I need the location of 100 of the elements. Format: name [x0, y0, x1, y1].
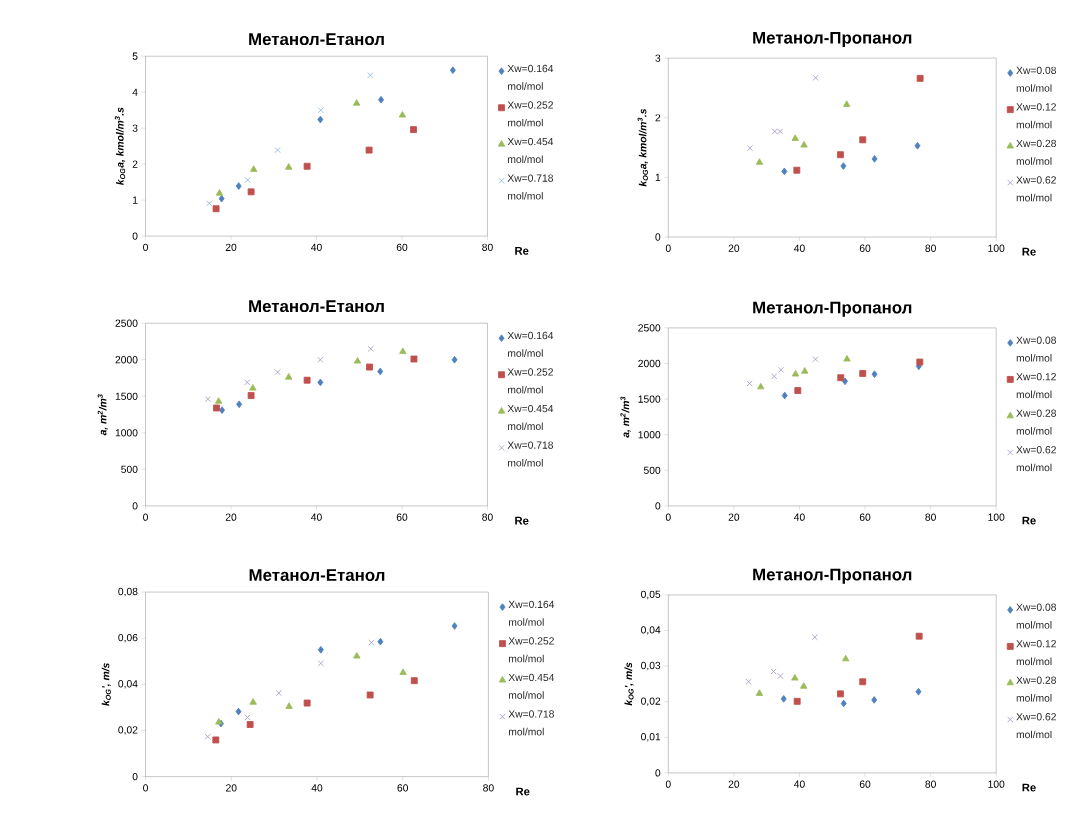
y-tick-label: 0,04: [641, 626, 661, 635]
x-tick-label: 20: [225, 513, 237, 521]
y-tick-label: 1500: [115, 392, 138, 400]
y-tick-label: 500: [121, 465, 138, 473]
legend-label: Xw=0.718 mol/mol: [507, 441, 554, 467]
y-tick-label: 2000: [638, 359, 661, 368]
y-tick-label: 0: [132, 772, 138, 781]
legend-label: Xw=0.28 mol/mol: [1016, 676, 1056, 702]
x-tick-label: 60: [396, 243, 408, 251]
legend-label: Xw=0.12 mol/mol: [1016, 103, 1056, 129]
y-tick-label: 0,01: [641, 732, 661, 742]
legend-label: Xw=0.08 mol/mol: [1016, 603, 1056, 629]
y-tick-label: 5: [132, 52, 138, 60]
y-axis-title: a, m$^{2}$/m$^{3}$: [97, 394, 108, 436]
x-tick-label: 0: [665, 244, 671, 252]
chart-title: Метанол-Пропанол: [753, 31, 912, 47]
y-tick-label: 500: [643, 466, 661, 474]
legend-label: Xw=0.454 mol/mol: [508, 673, 555, 699]
y-tick-label: 0,02: [118, 726, 138, 735]
legend-label: Xw=0.62 mol/mol: [1016, 176, 1056, 202]
x-tick-label: 80: [482, 243, 493, 251]
x-tick-label: 60: [397, 784, 409, 792]
y-axis-title: k$_{OG}$a, kmol/m$^{3}$.s: [637, 108, 648, 187]
y-tick-label: 1000: [115, 429, 138, 437]
y-tick-label: 0: [132, 502, 138, 510]
x-axis-title: Re: [515, 246, 529, 255]
x-tick-label: 60: [859, 780, 871, 788]
x-tick-label: 60: [859, 513, 871, 521]
y-tick-label: 2500: [638, 324, 661, 332]
legend-label: Xw=0.08 mol/mol: [1016, 66, 1056, 92]
y-tick-label: 3: [655, 54, 661, 62]
y-tick-label: 0,04: [118, 680, 138, 689]
y-tick-label: 2: [132, 160, 138, 168]
y-tick-label: 2: [655, 114, 661, 122]
x-axis-title: Re: [1022, 516, 1036, 525]
legend-label: Xw=0.164 mol/mol: [507, 64, 554, 90]
y-tick-label: 0,06: [118, 633, 138, 643]
x-tick-label: 80: [925, 513, 936, 521]
chart-title: Метанол-Етанол: [249, 569, 385, 581]
legend-label: Xw=0.12 mol/mol: [1016, 639, 1056, 666]
legend-label: Xw=0.718 mol/mol: [508, 710, 554, 736]
legend-label: Xw=0.62 mol/mol: [1016, 446, 1056, 472]
y-tick-label: 1000: [638, 430, 661, 439]
y-tick-label: 0: [655, 233, 661, 241]
y-axis-title: k$_{OG}$', m/s: [624, 662, 634, 706]
chart-title: Метанол-Етанол: [249, 33, 384, 46]
y-tick-label: 0,05: [641, 590, 661, 600]
y-axis-title: k$_{OG}$a, kmol/m$^{3}$.s: [114, 107, 126, 185]
x-tick-label: 80: [925, 780, 936, 788]
y-tick-label: 0,02: [641, 697, 661, 706]
y-tick-label: 0: [655, 502, 661, 510]
legend-label: Xw=0.28 mol/mol: [1016, 409, 1056, 435]
x-tick-label: 60: [396, 513, 408, 521]
y-tick-label: 0,03: [641, 661, 661, 671]
legend-label: Xw=0.252 mol/mol: [508, 637, 554, 663]
x-tick-label: 0: [143, 243, 148, 251]
x-tick-label: 100: [988, 780, 1005, 788]
y-tick-label: 0,08: [118, 587, 138, 597]
x-tick-label: 20: [728, 513, 740, 521]
legend-label: Xw=0.08 mol/mol: [1016, 336, 1056, 362]
x-tick-label: 40: [793, 513, 805, 521]
chart-title: Метанол-Етанол: [249, 300, 384, 313]
legend-label: Xw=0.28 mol/mol: [1016, 139, 1056, 165]
x-tick-label: 80: [925, 244, 936, 252]
y-tick-label: 2000: [115, 356, 138, 364]
legend-label: Xw=0.12 mol/mol: [1016, 372, 1056, 399]
legend-label: Xw=0.62 mol/mol: [1016, 713, 1056, 739]
x-axis-title: Re: [516, 787, 530, 796]
y-axis-title: k$_{OG}$', m/s: [101, 662, 111, 706]
x-tick-label: 0: [665, 780, 671, 788]
legend-label: Xw=0.164 mol/mol: [508, 600, 555, 626]
legend-label: Xw=0.252 mol/mol: [507, 368, 553, 394]
x-axis-title: Re: [1022, 247, 1036, 256]
x-tick-label: 0: [143, 784, 148, 792]
x-tick-label: 20: [728, 244, 740, 252]
x-tick-label: 100: [988, 244, 1005, 252]
x-tick-label: 80: [483, 784, 494, 792]
x-tick-label: 20: [728, 780, 740, 788]
y-tick-label: 0: [655, 769, 661, 777]
legend-label: Xw=0.718 mol/mol: [507, 174, 554, 200]
legend-label: Xw=0.252 mol/mol: [507, 101, 553, 127]
chart-title: Метанол-Пропанол: [753, 568, 912, 584]
x-tick-label: 40: [793, 780, 805, 788]
y-axis-title: a, m$^{2}$/m$^{3}$: [620, 396, 631, 438]
x-tick-label: 60: [859, 244, 871, 252]
y-tick-label: 2500: [115, 319, 138, 327]
chart-title: Метанол-Пропанол: [753, 301, 912, 317]
x-tick-label: 40: [311, 513, 322, 521]
legend-label: Xw=0.454 mol/mol: [507, 137, 554, 163]
x-tick-label: 20: [226, 784, 237, 792]
x-tick-label: 0: [143, 513, 148, 521]
x-tick-label: 20: [225, 243, 237, 251]
x-tick-label: 80: [482, 513, 493, 521]
y-tick-label: 4: [132, 88, 138, 96]
legend-label: Xw=0.164 mol/mol: [507, 331, 554, 357]
y-tick-label: 1500: [638, 395, 661, 403]
y-tick-label: 3: [132, 124, 138, 132]
x-axis-title: Re: [515, 516, 529, 525]
y-tick-label: 1: [132, 196, 138, 204]
x-tick-label: 40: [311, 784, 323, 792]
